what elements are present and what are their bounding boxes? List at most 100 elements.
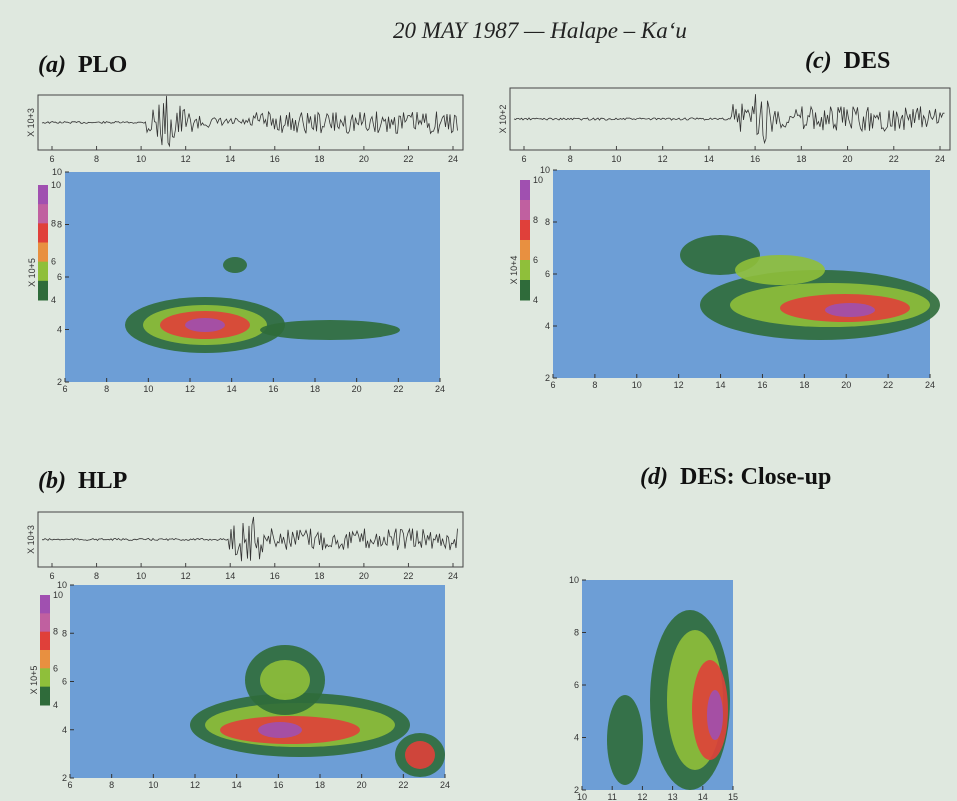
colorbar-segment <box>520 220 530 241</box>
x-tick-label: 6 <box>49 571 54 581</box>
y-tick-label: 2 <box>62 773 67 783</box>
colorbar-segment <box>38 262 48 282</box>
y-tick-label: 2 <box>545 373 550 383</box>
colorbar-tick-label: 10 <box>53 590 63 600</box>
panel-tag: (c) <box>805 48 832 74</box>
spectral-energy <box>260 320 400 340</box>
x-tick-label: 12 <box>190 780 200 790</box>
x-tick-label: 24 <box>448 154 458 164</box>
x-tick-label: 10 <box>148 780 158 790</box>
x-tick-label: 16 <box>270 571 280 581</box>
colorbar-segment <box>520 280 530 301</box>
x-tick-label: 14 <box>698 792 708 801</box>
colorbar-tick-label: 4 <box>53 700 58 710</box>
x-tick-label: 12 <box>181 571 191 581</box>
y-tick-label: 6 <box>545 269 550 279</box>
y-axis-label: X 10+2 <box>498 105 508 134</box>
colorbar-tick-label: 6 <box>533 255 538 265</box>
colorbar-segment <box>40 668 50 687</box>
x-tick-label: 24 <box>435 384 445 394</box>
panel-label: (b)HLP <box>38 468 127 494</box>
x-tick-label: 22 <box>403 154 413 164</box>
colorbar-tick-label: 6 <box>53 663 58 673</box>
colorbar-tick-label: 10 <box>533 175 543 185</box>
panel-name: DES: Close-up <box>680 464 831 490</box>
y-tick-label: 6 <box>57 272 62 282</box>
y-tick-label: 8 <box>57 220 62 230</box>
x-tick-label: 10 <box>136 154 146 164</box>
colorbar-segment <box>40 613 50 632</box>
colorbar-segment <box>520 240 530 261</box>
y-tick-label: 10 <box>540 165 550 175</box>
colorbar-segment <box>40 687 50 706</box>
spectral-energy <box>223 257 247 273</box>
colorbar-tick-label: 8 <box>533 215 538 225</box>
spectral-energy <box>607 695 643 785</box>
x-tick-label: 18 <box>799 380 809 390</box>
y-tick-label: 8 <box>545 217 550 227</box>
colorbar-tick-label: 8 <box>53 627 58 637</box>
y-tick-label: 10 <box>52 167 62 177</box>
y-tick-label: 4 <box>545 321 550 331</box>
x-tick-label: 13 <box>668 792 678 801</box>
y-tick-label: 10 <box>57 580 67 590</box>
x-tick-label: 10 <box>143 384 153 394</box>
y-tick-label: 10 <box>569 575 579 585</box>
panel-tag: (d) <box>640 464 668 490</box>
y-tick-label: 2 <box>574 785 579 795</box>
colorbar-segment <box>520 180 530 201</box>
x-tick-label: 6 <box>67 780 72 790</box>
colorbar-axis-label: X 10+4 <box>509 256 519 285</box>
x-tick-label: 14 <box>225 571 235 581</box>
x-tick-label: 8 <box>592 380 597 390</box>
spectral-energy <box>707 690 723 740</box>
x-tick-label: 14 <box>225 154 235 164</box>
x-tick-label: 6 <box>62 384 67 394</box>
colorbar-tick-label: 10 <box>51 180 61 190</box>
x-tick-label: 10 <box>632 380 642 390</box>
colorbar-segment <box>520 260 530 281</box>
colorbar-segment <box>38 243 48 263</box>
x-tick-label: 14 <box>232 780 242 790</box>
x-tick-label: 22 <box>403 571 413 581</box>
colorbar-tick-label: 6 <box>51 257 56 267</box>
x-tick-label: 20 <box>843 154 853 164</box>
y-axis-label: X 10+3 <box>26 525 36 554</box>
colorbar-segment <box>38 185 48 205</box>
x-tick-label: 6 <box>550 380 555 390</box>
y-tick-label: 4 <box>62 725 67 735</box>
x-tick-label: 22 <box>398 780 408 790</box>
x-tick-label: 18 <box>310 384 320 394</box>
x-tick-label: 24 <box>448 571 458 581</box>
spectral-energy <box>825 303 875 317</box>
x-tick-label: 15 <box>728 792 738 801</box>
colorbar-segment <box>38 204 48 224</box>
x-tick-label: 6 <box>49 154 54 164</box>
x-tick-label: 20 <box>841 380 851 390</box>
colorbar-segment <box>38 281 48 301</box>
x-tick-label: 16 <box>270 154 280 164</box>
x-tick-label: 10 <box>611 154 621 164</box>
x-tick-label: 20 <box>359 571 369 581</box>
y-tick-label: 4 <box>57 325 62 335</box>
spectral-energy <box>185 318 225 332</box>
panel-tag: (b) <box>38 468 66 494</box>
colorbar-segment <box>40 650 50 669</box>
x-tick-label: 18 <box>315 780 325 790</box>
spectral-energy <box>258 722 302 738</box>
x-tick-label: 12 <box>181 154 191 164</box>
x-tick-label: 16 <box>757 380 767 390</box>
x-tick-label: 11 <box>608 792 617 801</box>
spectral-energy <box>735 255 825 285</box>
figure-title: 20 MAY 1987 — Halape – Ka‘u <box>393 18 687 43</box>
x-tick-label: 12 <box>658 154 668 164</box>
x-tick-label: 6 <box>521 154 526 164</box>
y-tick-label: 2 <box>57 377 62 387</box>
x-tick-label: 12 <box>637 792 647 801</box>
x-tick-label: 8 <box>109 780 114 790</box>
x-tick-label: 8 <box>104 384 109 394</box>
panel-tag: (a) <box>38 52 66 78</box>
x-tick-label: 16 <box>273 780 283 790</box>
x-tick-label: 20 <box>357 780 367 790</box>
y-tick-label: 4 <box>574 733 579 743</box>
